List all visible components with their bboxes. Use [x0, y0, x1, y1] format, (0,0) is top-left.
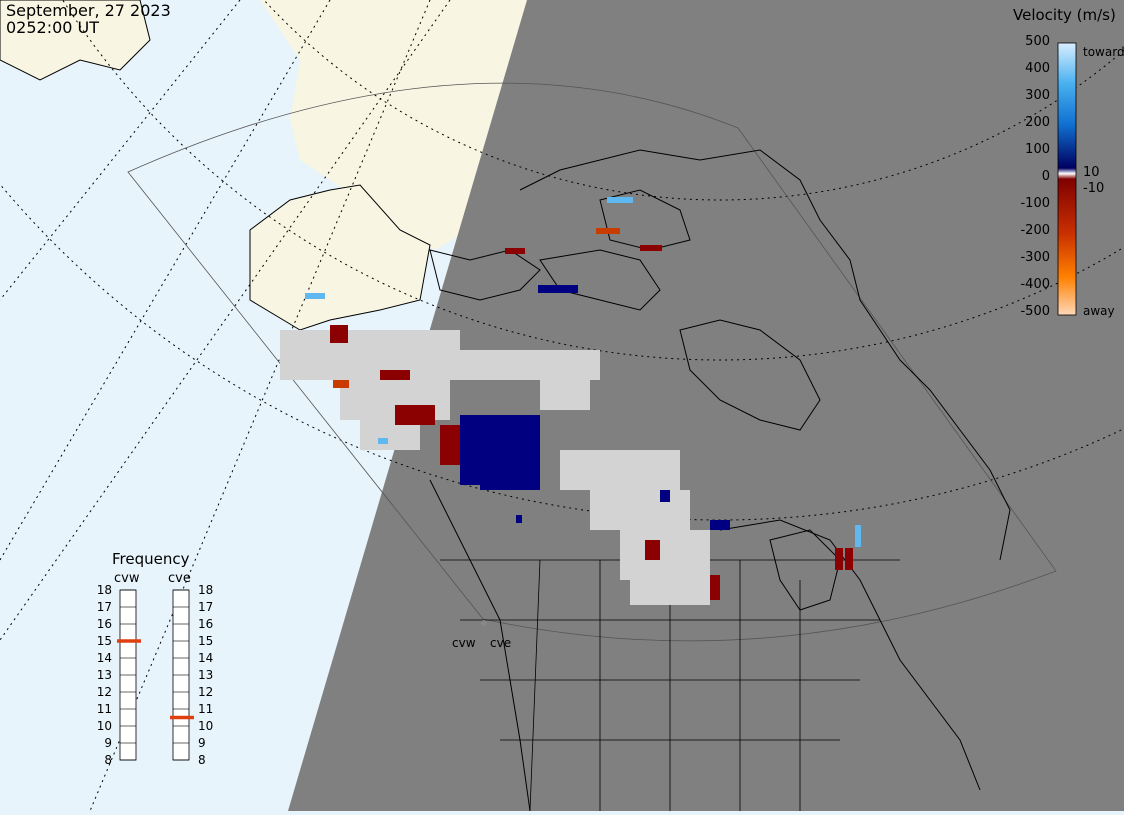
freq-tick-label: 9: [198, 736, 206, 750]
frequency-title: Frequency: [112, 550, 190, 568]
radar-label-cve: cve: [490, 636, 511, 650]
vel-tick-neg300: -300: [1020, 250, 1050, 265]
radar-label-cvw: cvw: [452, 636, 476, 650]
velocity-away-slow: [330, 245, 853, 600]
velocity-toward-slow: [460, 285, 730, 530]
radar-fov: [127, 82, 1057, 642]
freq-tick-label: 16: [198, 617, 213, 631]
vel-tick-neg200: -200: [1020, 223, 1050, 238]
velocity-legend: Velocity (m/s) 500 400 300 200 100 10 0 …: [1013, 6, 1124, 319]
vel-tick-neg500: -500: [1020, 304, 1050, 319]
radar-site-marker: [481, 620, 487, 626]
velocity-toward-fast: [305, 197, 861, 547]
freq-radar-name-cvw: cvw: [114, 571, 140, 586]
state-borders: [440, 559, 900, 812]
vel-tick-100: 100: [1025, 142, 1050, 157]
freq-tick-label: 8: [104, 753, 112, 767]
vel-toward-label: toward: [1083, 45, 1124, 59]
freq-tick-label: 12: [198, 685, 213, 699]
vel-away-label: away: [1083, 304, 1115, 318]
vel-tick-10: 10: [1083, 165, 1100, 180]
freq-tick-label: 13: [97, 668, 112, 682]
freq-tick-label: 15: [198, 634, 213, 648]
vel-tick-neg100: -100: [1020, 196, 1050, 211]
freq-tick-label: 13: [198, 668, 213, 682]
freq-tick-label: 15: [97, 634, 112, 648]
night-side: [288, 0, 1124, 811]
freq-tick-label: 9: [104, 736, 112, 750]
header-date: September, 27 2023: [6, 1, 171, 20]
freq-tick-label: 11: [97, 702, 112, 716]
freq-tick-label: 14: [198, 651, 213, 665]
freq-tick-label: 14: [97, 651, 112, 665]
velocity-colorbar: [1057, 42, 1077, 316]
frequency-grid: 18 17 16 15 14 13 12 11 10 9 8 18 17 16 15 14 13 12 11 10 9 8: [97, 583, 214, 767]
land-day: [0, 0, 527, 250]
vel-tick-neg10: -10: [1083, 181, 1104, 196]
freq-tick-label: 8: [198, 753, 206, 767]
freq-tick-label: 18: [198, 583, 213, 597]
siberia-land: [0, 0, 151, 81]
freq-tick-label: 11: [198, 702, 213, 716]
frequency-panel: Frequency cvw cve 1817161514131211109818…: [97, 550, 214, 767]
vel-tick-200: 200: [1025, 115, 1050, 130]
vel-tick-300: 300: [1025, 88, 1050, 103]
freq-tick-label: 12: [97, 685, 112, 699]
freq-tick-label: 18: [97, 583, 112, 597]
radar-scatter: [280, 197, 861, 626]
vel-tick-neg400: -400: [1020, 277, 1050, 292]
vel-tick-400: 400: [1025, 61, 1050, 76]
freq-tick-label: 10: [97, 719, 112, 733]
vel-tick-0: 0: [1042, 169, 1050, 184]
vel-tick-500: 500: [1025, 34, 1050, 49]
header-time: 0252:00 UT: [6, 18, 100, 37]
freq-radar-name-cve: cve: [168, 571, 191, 586]
freq-tick-label: 17: [97, 600, 112, 614]
velocity-away-medium: [333, 228, 620, 388]
velocity-legend-title: Velocity (m/s): [1013, 6, 1116, 24]
freq-tick-label: 10: [198, 719, 213, 733]
freq-tick-label: 17: [198, 600, 213, 614]
freq-tick-label: 16: [97, 617, 112, 631]
